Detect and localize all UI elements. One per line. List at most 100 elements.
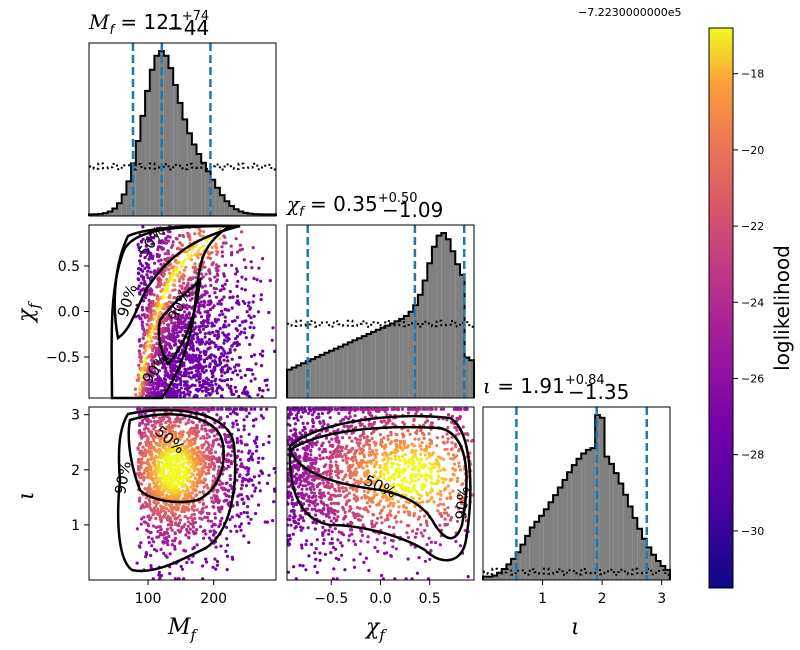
sample-point	[242, 510, 246, 514]
sample-point	[166, 466, 170, 470]
histogram-bar	[417, 294, 423, 398]
sample-point	[298, 455, 302, 459]
sample-point	[149, 443, 153, 447]
sample-point	[308, 409, 313, 413]
sample-point	[181, 313, 185, 317]
sample-point	[298, 563, 302, 567]
sample-point	[322, 494, 327, 498]
sample-point	[314, 509, 319, 513]
sample-point	[230, 344, 234, 348]
sample-point	[325, 428, 329, 432]
sample-point	[266, 388, 270, 392]
sample-point	[294, 453, 298, 457]
sample-point	[257, 266, 261, 270]
sample-point	[470, 439, 474, 443]
sample-point	[410, 577, 414, 580]
histogram-bar	[126, 181, 132, 216]
sample-point	[167, 252, 171, 256]
sample-point	[346, 456, 350, 460]
sample-point	[187, 305, 192, 309]
sample-point	[452, 407, 456, 411]
sample-point	[230, 263, 234, 267]
sample-point	[231, 295, 235, 299]
sample-point	[215, 263, 219, 267]
sample-point	[165, 284, 170, 288]
sample-point	[169, 262, 173, 266]
sample-point	[170, 459, 174, 463]
sample-point	[376, 549, 380, 554]
sample-point	[165, 527, 169, 531]
sample-point	[146, 236, 150, 240]
sample-point	[300, 546, 304, 550]
sample-point	[171, 325, 175, 329]
sample-point	[170, 543, 174, 547]
sample-point	[222, 341, 226, 345]
sample-point	[202, 299, 206, 303]
sample-point	[321, 531, 325, 535]
sample-point	[265, 378, 269, 382]
sample-point	[259, 297, 263, 302]
sample-point	[192, 517, 196, 521]
sample-point	[164, 435, 168, 439]
sample-point	[146, 239, 150, 243]
sample-point	[219, 407, 223, 411]
sample-point	[267, 310, 271, 315]
sample-point	[204, 472, 208, 476]
sample-point	[175, 331, 179, 335]
sample-point	[201, 379, 205, 383]
sample-point	[168, 420, 173, 424]
sample-point	[172, 343, 176, 347]
sample-point	[271, 519, 275, 523]
sample-point	[202, 459, 206, 463]
sample-point	[318, 558, 322, 563]
sample-point	[331, 545, 336, 550]
sample-point	[240, 450, 244, 454]
sample-point	[199, 252, 203, 256]
sample-point	[144, 348, 148, 352]
sample-point	[209, 379, 214, 384]
sample-point	[157, 462, 161, 466]
sample-point	[449, 518, 453, 522]
sample-point	[244, 408, 248, 412]
sample-point	[280, 433, 283, 436]
sample-point	[143, 487, 147, 491]
sample-point	[247, 540, 251, 545]
sample-point	[358, 518, 362, 522]
sample-point	[194, 369, 198, 373]
sample-point	[261, 456, 265, 460]
sample-point	[164, 420, 168, 424]
sample-point	[248, 306, 252, 310]
sample-point	[341, 486, 345, 490]
sample-point	[205, 483, 209, 487]
sample-point	[197, 362, 201, 366]
sample-point	[240, 230, 244, 234]
sample-point	[239, 487, 243, 491]
sample-point	[300, 487, 304, 491]
sample-point	[340, 553, 344, 557]
sample-point	[223, 315, 227, 319]
sample-point	[344, 415, 348, 419]
sample-point	[287, 523, 290, 527]
sample-point	[344, 486, 348, 490]
sample-point	[247, 432, 251, 436]
histogram-bar	[319, 354, 325, 398]
sample-point	[292, 343, 295, 346]
histogram-bar	[135, 141, 141, 216]
sample-point	[235, 284, 239, 288]
sample-point	[178, 277, 182, 281]
sample-point	[375, 538, 379, 542]
sample-point	[280, 374, 283, 377]
sample-point	[183, 492, 187, 496]
sample-point	[337, 486, 341, 490]
sample-point	[142, 364, 147, 368]
sample-point	[341, 505, 345, 509]
sample-point	[252, 314, 256, 318]
histogram-bar	[224, 201, 230, 216]
sample-point	[200, 507, 204, 512]
sample-point	[267, 440, 271, 444]
sample-point	[337, 449, 342, 454]
sample-point	[147, 382, 151, 386]
sample-point	[224, 440, 229, 444]
sample-point	[355, 505, 360, 510]
sample-point	[168, 365, 172, 369]
